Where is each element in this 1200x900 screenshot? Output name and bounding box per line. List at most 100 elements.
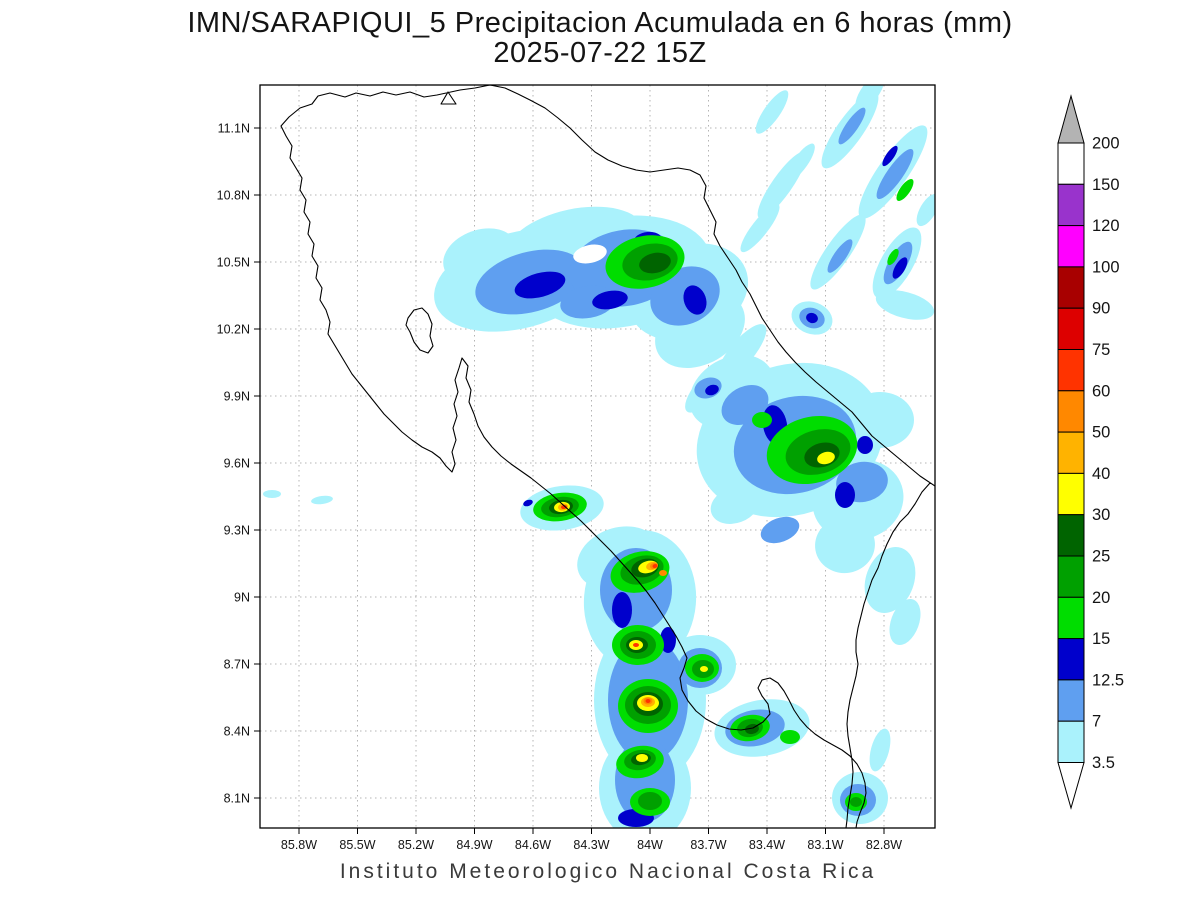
lon-axis: 85.8W 85.5W 85.2W 84.9W 84.6W 84.3W 84W 83.7W 83…: [281, 828, 902, 852]
precip-cell-3.5mm: [755, 90, 789, 134]
colorbar-segment: [1057, 472, 1085, 516]
colorbar-label: 200: [1092, 135, 1120, 153]
lon-tick-label: 84.3W: [573, 838, 609, 852]
colorbar-under-arrow: [1057, 762, 1085, 810]
precip-cell-7mm: [827, 239, 853, 273]
lat-tick-label: 8.1N: [224, 792, 250, 806]
precip-cell-3.5mm: [889, 598, 921, 646]
precip-cell-15mm: [752, 412, 772, 428]
lon-tick-label: 84W: [637, 838, 663, 852]
precip-cell-20mm: [638, 792, 662, 810]
lon-tick-label: 85.5W: [339, 838, 375, 852]
basemap-layer: [280, 85, 935, 828]
precip-cell-50mm: [659, 570, 667, 576]
footer-institution: Instituto Meteorologico Nacional Costa R…: [340, 860, 876, 883]
colorbar-segment: [1057, 679, 1085, 722]
precip-cell-7mm: [760, 516, 800, 544]
lat-tick-label: 10.2N: [217, 323, 250, 337]
chart-title: IMN/SARAPIQUI_5 Precipitacion Acumulada …: [187, 7, 1012, 39]
colorbar-segment: [1057, 596, 1085, 640]
colorbar-label: 3.5: [1092, 754, 1115, 772]
precip-cell-30mm: [700, 666, 708, 672]
precip-cell-12.5mm: [705, 384, 719, 396]
precip-cell-3.5mm: [869, 728, 891, 772]
colorbar-label: 40: [1092, 465, 1110, 483]
colorbar-segment: [1057, 514, 1085, 557]
colorbar-label: 12.5: [1092, 671, 1124, 689]
precipitation-shading-layer: [263, 85, 935, 828]
colorbar-segment: [1057, 266, 1085, 309]
lat-tick-label: 9.3N: [224, 524, 250, 538]
colorbar-label: 50: [1092, 424, 1110, 442]
colorbar-segment: [1057, 349, 1085, 392]
precip-cell-3.5mm: [864, 547, 916, 613]
costa-rica-coastline: [280, 85, 935, 828]
precip-cell-12.5mm: [523, 499, 533, 507]
lon-tick-label: 85.2W: [398, 838, 434, 852]
lat-tick-label: 9.9N: [224, 390, 250, 404]
colorbar-label: 15: [1092, 630, 1110, 648]
precip-cell-12.5mm: [683, 285, 707, 315]
lat-tick-label: 9N: [234, 591, 250, 605]
precip-cell-12.5mm: [882, 145, 898, 167]
colorbar-label: 90: [1092, 300, 1110, 318]
precip-cell-60mm: [561, 504, 567, 510]
colorbar: 200 150 120 100 90 75 60 50 40 30 25 20 15 12.5 7 3.5: [1057, 94, 1124, 810]
colorbar-label: 30: [1092, 506, 1110, 524]
precip-cell-30mm: [636, 754, 648, 762]
precip-cell-3.5mm: [263, 490, 281, 498]
precip-cell-7mm: [838, 107, 866, 145]
precip-cell-60mm: [645, 699, 651, 703]
colorbar-segment: [1057, 555, 1085, 598]
precip-cell-3.5mm: [815, 516, 875, 574]
precip-cell-3.5mm: [916, 193, 935, 227]
lon-tick-label: 83.7W: [690, 838, 726, 852]
colorbar-label: 20: [1092, 589, 1110, 607]
precip-cell-60mm: [652, 563, 658, 569]
precip-cell-12.5mm: [857, 436, 873, 454]
colorbar-segment: [1057, 225, 1085, 268]
map-panel: 11.1N 10.8N 10.5N 10.2N 9.9N 9.6N 9.3N 9N 8.7N 8.…: [217, 84, 936, 852]
lon-tick-label: 83.1W: [807, 838, 843, 852]
colorbar-label: 120: [1092, 217, 1120, 235]
precip-cell-12.5mm: [660, 627, 676, 653]
lon-tick-label: 83.4W: [749, 838, 785, 852]
precip-cell-3.5mm: [875, 290, 935, 320]
precip-cell-25mm: [639, 252, 671, 274]
precip-cell-3.5mm: [311, 495, 333, 505]
colorbar-segment: [1057, 390, 1085, 433]
colorbar-label: 150: [1092, 176, 1120, 194]
precip-cell-3.5mm: [846, 392, 914, 448]
colorbar-label: 7: [1092, 713, 1101, 731]
precip-cell-7mm: [876, 149, 914, 199]
precip-cell-60mm: [633, 643, 639, 647]
lon-tick-label: 84.6W: [515, 838, 551, 852]
colorbar-label: 60: [1092, 382, 1110, 400]
colorbar-label: 25: [1092, 548, 1110, 566]
precip-cell-3.5mm: [710, 486, 760, 524]
precip-cell-3.5mm: [787, 143, 815, 181]
map-border: [259, 84, 936, 829]
precip-cell-20mm: [850, 797, 862, 807]
colorbar-segment: [1057, 142, 1085, 185]
lat-tick-label: 8.7N: [224, 658, 250, 672]
lat-tick-label: 9.6N: [224, 457, 250, 471]
lat-axis: 11.1N 10.8N 10.5N 10.2N 9.9N 9.6N 9.3N 9N 8.7N 8.…: [217, 122, 260, 806]
lat-tick-label: 8.4N: [224, 725, 250, 739]
precip-cell-12.5mm: [514, 271, 566, 299]
precip-cell-12.5mm: [892, 257, 908, 279]
colorbar-segment: [1057, 720, 1085, 764]
colorbar-segment: [1057, 638, 1085, 681]
lon-tick-label: 84.9W: [456, 838, 492, 852]
precip-cell-12.5mm: [592, 290, 628, 310]
precip-cell-12.5mm: [806, 312, 818, 324]
lat-tick-label: 10.5N: [217, 256, 250, 270]
precip-cell-30mm: [817, 451, 835, 465]
precip-cell-15mm: [780, 730, 800, 744]
colorbar-segment: [1057, 183, 1085, 227]
colorbar-over-arrow: [1057, 94, 1085, 144]
colorbar-segment: [1057, 431, 1085, 474]
colorbar-label: 75: [1092, 341, 1110, 359]
precip-cell-3.5mm: [855, 85, 885, 111]
